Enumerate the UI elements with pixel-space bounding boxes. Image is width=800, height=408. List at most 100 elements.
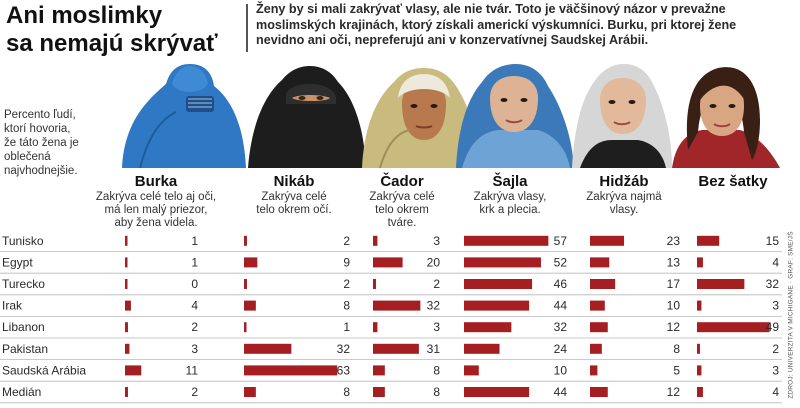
column-name: Bez šatky [698, 173, 768, 190]
bar [244, 365, 338, 376]
value-label: 3 [191, 342, 198, 356]
value-label: 8 [343, 385, 350, 399]
bar [697, 322, 770, 333]
value-label: 0 [191, 277, 198, 291]
hidzab-figure [572, 64, 672, 168]
bar [590, 279, 616, 289]
bar [590, 387, 608, 397]
bar [244, 279, 247, 289]
value-label: 2 [191, 385, 198, 399]
bar [244, 257, 258, 268]
value-label: 13 [667, 255, 681, 269]
note-line-1: Percento ľudí, [4, 109, 76, 121]
source-text: ZDROJ: UNIVERZITA V MICHIGANE · GRAF: SM… [787, 231, 795, 399]
value-label: 44 [554, 385, 568, 399]
sajla-figure [456, 64, 574, 168]
title-line-2: sa nemajú skrývať [6, 30, 218, 57]
bar [590, 343, 602, 354]
bar [590, 300, 605, 311]
bar [464, 343, 500, 354]
desc-line: Zakrýva vlasy, [473, 191, 547, 203]
desc-line: Zakrýva najmä [586, 191, 662, 203]
column-description: Zakrýva najmä vlasy. [566, 191, 682, 217]
desc-line: krk a plecia. [479, 204, 541, 216]
value-label: 5 [673, 363, 680, 377]
column-header-hidzab: Hidžáb Zakrýva najmä vlasy. [566, 173, 682, 217]
chart-note: Percento ľudí, ktorí hovoria, že táto že… [4, 108, 114, 178]
intro-text: Ženy by si mali zakrývať vlasy, ale nie … [256, 2, 796, 49]
bar [590, 257, 610, 268]
country-label: Egypt [2, 255, 33, 269]
column-header-cador: Čador Zakrýva celé telo okrem tváre. [354, 173, 450, 230]
value-label: 32 [337, 342, 351, 356]
value-label: 49 [766, 320, 780, 334]
value-label: 52 [554, 255, 568, 269]
bar [125, 387, 128, 397]
bar [373, 365, 385, 376]
desc-line: má len malý priezor, [104, 204, 208, 216]
value-label: 1 [191, 234, 198, 248]
bar [373, 235, 378, 246]
desc-line: telo okrem očí. [256, 204, 332, 216]
value-label: 24 [554, 342, 568, 356]
bar [125, 235, 128, 246]
column-description: Zakrýva celé telo okrem očí. [234, 191, 354, 217]
cador-figure [362, 68, 478, 169]
column-header-sajla: Šajla Zakrýva vlasy, krk a plecia. [452, 173, 568, 217]
value-label: 4 [772, 385, 779, 399]
bar [697, 365, 702, 376]
bar [590, 365, 598, 376]
bez-satky-figure [672, 67, 780, 168]
value-label: 10 [554, 363, 568, 377]
value-label: 17 [667, 277, 681, 291]
value-label: 3 [772, 363, 779, 377]
column-name: Nikáb [273, 173, 315, 190]
column-header-nikab: Nikáb Zakrýva celé telo okrem očí. [234, 173, 354, 217]
desc-line: Zakrýva celé telo aj oči, [95, 191, 217, 203]
value-label: 4 [772, 255, 779, 269]
value-label: 3 [433, 320, 440, 334]
bar [697, 343, 700, 354]
desc-line: aby žena videla. [114, 217, 198, 229]
value-label: 10 [667, 299, 681, 313]
country-label: Saudská Arábia [2, 363, 86, 377]
source-credit: ZDROJ: UNIVERZITA V MICHIGANE · GRAF: SM… [786, 230, 796, 400]
bar [373, 387, 385, 397]
value-label: 4 [191, 299, 198, 313]
value-label: 8 [343, 299, 350, 313]
note-line-5: najvhodnejšie. [4, 165, 78, 177]
desc-line: vlasy. [609, 204, 639, 216]
value-label: 32 [427, 299, 441, 313]
value-label: 3 [433, 234, 440, 248]
bar [244, 300, 256, 311]
column-description: Zakrýva celé telo okrem tváre. [354, 191, 450, 230]
bar [464, 300, 530, 311]
page-title: Ani moslimky sa nemajú skrývať [6, 2, 246, 58]
country-label: Pakistan [2, 342, 48, 356]
value-label: 2 [433, 277, 440, 291]
country-label: Libanon [2, 320, 45, 334]
bar [125, 365, 142, 376]
bar [373, 343, 419, 354]
bar [125, 322, 128, 333]
desc-line: tváre. [387, 217, 417, 229]
bar [697, 235, 720, 246]
country-label: Tunisko [2, 234, 44, 248]
value-label: 57 [554, 234, 568, 248]
bar [244, 387, 256, 397]
value-label: 8 [673, 342, 680, 356]
note-line-3: že táto žena je [4, 137, 79, 149]
country-label: Irak [2, 299, 23, 313]
desc-line: Zakrýva celé [369, 191, 435, 203]
bar [590, 235, 625, 246]
value-label: 2 [191, 320, 198, 334]
desc-line: telo okrem [375, 204, 429, 216]
bar [373, 300, 421, 311]
value-label: 2 [343, 234, 350, 248]
value-label: 46 [554, 277, 568, 291]
note-line-2: ktorí hovoria, [4, 123, 71, 135]
value-label: 3 [772, 299, 779, 313]
value-label: 32 [766, 277, 780, 291]
title-line-1: Ani moslimky [6, 2, 163, 29]
